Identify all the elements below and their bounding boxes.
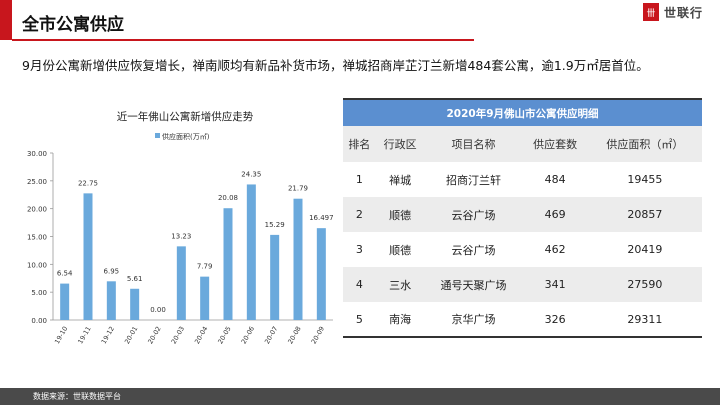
supply-detail-table: 2020年9月佛山市公寓供应明细 排名 行政区 项目名称 供应套数 供应面积（㎡） 1 禅… [343,98,702,338]
table-cell: 341 [522,267,588,302]
table-cell: 326 [522,302,588,338]
table-cell: 1 [355,173,363,186]
bar [200,276,210,320]
x-tick-label: 20-09 [310,325,326,345]
bar [316,228,326,320]
data-label: 22.75 [78,179,98,187]
chart-title: 近一年佛山公寓新增供应走势 [117,110,254,123]
data-source: 数据来源：世联数据平台 [33,392,121,401]
table-cell: 462 [544,243,566,256]
table-cell: 3 [355,243,363,256]
table-cell: 禅城 [389,173,412,187]
bar [223,208,233,320]
x-tick-label: 19-10 [53,325,69,345]
table-cell: 20419 [627,243,663,256]
bar [130,288,140,320]
table-row: 1 禅城 招商汀兰轩 484 19455 [343,162,702,197]
y-tick-label: 10.00 [27,261,47,269]
x-tick-label: 20-07 [263,325,279,345]
table-cell: 三水 [375,267,425,302]
table-cell: 顺德 [389,243,412,257]
table-cell: 4 [343,267,376,302]
data-label: 21.79 [288,185,308,193]
x-tick-label: 20-06 [240,325,256,345]
page-title: 全市公寓供应 [22,15,124,35]
table-row: 2 顺德 云谷广场 469 20857 [343,197,702,232]
table-cell: 27590 [587,267,702,302]
table-cell: 招商汀兰轩 [446,173,502,187]
table-cell: 通号天聚广场 [424,267,523,302]
company-logo: 卌 世联行 [643,3,703,21]
x-tick-label: 20-03 [170,325,186,345]
x-tick-label: 19-12 [100,325,116,345]
legend-label: 供应面积(万㎡) [162,132,210,141]
y-tick-label: 5.00 [31,289,47,297]
table-cell: 云谷广场 [424,197,523,232]
table-cell: 顺德 [375,197,425,232]
x-tick-label: 20-01 [123,325,139,345]
table-cell: 20857 [587,197,702,232]
summary-text: 9月份公寓新增供应恢复增长，禅南顺均有新品补货市场，禅城招商岸芷汀兰新增484套… [22,58,649,73]
bar [106,281,116,320]
logo-text: 世联行 [664,5,704,20]
title-accent-bar [0,0,12,40]
table-cell: 484 [544,173,566,186]
table-cell: 2 [343,197,376,232]
y-tick-label: 15.00 [27,234,47,242]
y-tick-label: 30.00 [27,150,47,158]
x-tick-label: 20-02 [146,325,162,345]
bar [270,234,280,320]
x-tick-label: 20-05 [216,325,232,345]
bar [246,184,256,320]
column-header: 项目名称 [424,126,523,162]
y-tick-label: 25.00 [27,178,47,186]
column-header: 排名 [343,126,376,162]
bar [60,283,70,320]
data-label: 13.23 [171,232,191,240]
table-cell: 19455 [627,173,663,186]
data-label: 7.79 [197,263,213,271]
x-tick-label: 20-04 [193,325,209,345]
data-label: 6.95 [104,267,120,275]
table-cell: 南海 [375,302,425,338]
column-header: 供应面积（㎡） [587,126,702,162]
logo-icon: 卌 [643,3,659,21]
table-cell: 京华广场 [424,302,523,338]
table-row: 3 顺德 云谷广场 462 20419 [343,232,702,267]
title-divider [12,39,474,41]
table-row: 5 南海 京华广场 326 29311 [343,302,702,338]
data-label: 0.00 [150,306,166,314]
bar [293,198,303,320]
data-label: 16.497 [309,214,334,222]
x-tick-label: 20-08 [286,325,302,345]
legend-swatch [155,133,160,138]
bar [176,246,186,320]
data-label: 20.08 [218,194,238,202]
table-cell: 29311 [587,302,702,338]
x-tick-label: 19-11 [76,325,92,345]
table-cell: 469 [522,197,588,232]
data-label: 6.54 [57,270,73,278]
footer-bar: 数据来源：世联数据平台 [0,388,720,405]
data-label: 24.35 [241,170,261,178]
data-label: 15.29 [265,221,285,229]
column-header: 行政区 [375,126,425,162]
y-tick-label: 0.00 [31,317,47,325]
bar [83,193,93,320]
y-tick-label: 20.00 [27,206,47,214]
data-label: 5.61 [127,275,143,283]
table-row: 4 三水 通号天聚广场 341 27590 [343,267,702,302]
table-cell: 云谷广场 [451,243,496,257]
column-header: 供应套数 [522,126,588,162]
table-cell: 5 [343,302,376,338]
table-caption: 2020年9月佛山市公寓供应明细 [343,98,702,126]
